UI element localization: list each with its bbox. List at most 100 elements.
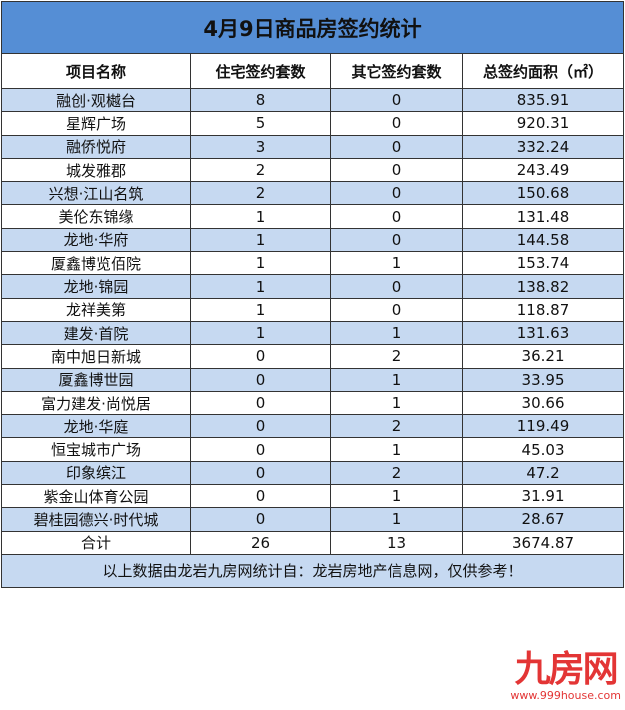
cell-residential-count: 2 — [190, 181, 331, 206]
cell-total-area: 30.66 — [461, 390, 625, 416]
cell-residential-count: 2 — [190, 157, 331, 183]
cell-residential-count: 0 — [190, 484, 331, 509]
table-row: 厦鑫博世园 0 1 33.95 — [1, 367, 625, 392]
cell-project-name: 厦鑫博世园 — [1, 367, 191, 392]
cell-project-name: 富力建发·尚悦居 — [1, 390, 191, 416]
cell-total-area: 153.74 — [461, 251, 625, 276]
cell-total-area: 131.48 — [461, 204, 625, 229]
cell-total-area: 31.91 — [461, 484, 625, 509]
cell-project-name: 南中旭日新城 — [1, 344, 191, 369]
cell-residential-count: 5 — [190, 111, 331, 136]
table-row: 龙地·华庭 0 2 119.49 — [1, 414, 625, 439]
cell-other-count: 1 — [330, 484, 463, 509]
total-residential-count: 26 — [190, 530, 331, 555]
cell-other-count: 0 — [330, 297, 463, 322]
cell-total-area: 243.49 — [461, 157, 625, 183]
cell-project-name: 龙地·华府 — [1, 227, 191, 253]
cell-project-name: 紫金山体育公园 — [1, 484, 191, 509]
cell-project-name: 龙祥美第 — [1, 297, 191, 322]
cell-other-count: 0 — [330, 157, 463, 183]
table-row: 美伦东锦缘 1 0 131.48 — [1, 204, 625, 229]
watermark-logo-text: 九房网 — [514, 649, 619, 690]
table-row: 紫金山体育公园 0 1 31.91 — [1, 484, 625, 509]
header-other-count: 其它签约套数 — [330, 53, 463, 89]
table-row: 龙地·华府 1 0 144.58 — [1, 227, 625, 253]
header-residential-count: 住宅签约套数 — [190, 53, 331, 89]
cell-project-name: 美伦东锦缘 — [1, 204, 191, 229]
cell-other-count: 0 — [330, 227, 463, 253]
table-row: 龙地·锦园 1 0 138.82 — [1, 274, 625, 299]
cell-other-count: 0 — [330, 111, 463, 136]
header-total-area: 总签约面积（㎡） — [461, 53, 625, 89]
cell-total-area: 36.21 — [461, 344, 625, 369]
total-other-count: 13 — [330, 530, 463, 555]
cell-residential-count: 8 — [190, 87, 331, 113]
footer-row: 以上数据由龙岩九房网统计自：龙岩房地产信息网，仅供参考！ — [0, 553, 625, 588]
watermark-url: www.999house.com — [510, 689, 621, 702]
cell-other-count: 1 — [330, 390, 463, 416]
cell-total-area: 332.24 — [461, 134, 625, 159]
table-row: 城发雅郡 2 0 243.49 — [1, 157, 625, 183]
cell-total-area: 118.87 — [461, 297, 625, 322]
cell-other-count: 1 — [330, 437, 463, 462]
cell-project-name: 融侨悦府 — [1, 134, 191, 159]
table-row: 富力建发·尚悦居 0 1 30.66 — [1, 390, 625, 416]
cell-residential-count: 1 — [190, 227, 331, 253]
cell-total-area: 144.58 — [461, 227, 625, 253]
cell-project-name: 恒宝城市广场 — [1, 437, 191, 462]
cell-residential-count: 1 — [190, 274, 331, 299]
cell-project-name: 印象缤江 — [1, 460, 191, 486]
cell-total-area: 920.31 — [461, 111, 625, 136]
cell-residential-count: 0 — [190, 460, 331, 486]
cell-project-name: 龙地·华庭 — [1, 414, 191, 439]
cell-total-area: 119.49 — [461, 414, 625, 439]
cell-other-count: 0 — [330, 134, 463, 159]
header-project-name: 项目名称 — [1, 53, 191, 89]
cell-total-area: 28.67 — [461, 507, 625, 532]
cell-total-area: 131.63 — [461, 320, 625, 346]
footer-note: 以上数据由龙岩九房网统计自：龙岩房地产信息网，仅供参考！ — [0, 553, 625, 588]
table-row: 星辉广场 5 0 920.31 — [1, 111, 625, 136]
cell-residential-count: 1 — [190, 251, 331, 276]
table-row: 融创·观樾台 8 0 835.91 — [1, 87, 625, 113]
cell-other-count: 0 — [330, 181, 463, 206]
cell-total-area: 150.68 — [461, 181, 625, 206]
cell-other-count: 2 — [330, 460, 463, 486]
cell-other-count: 1 — [330, 507, 463, 532]
cell-project-name: 星辉广场 — [1, 111, 191, 136]
total-project-name: 合计 — [1, 530, 191, 555]
cell-residential-count: 0 — [190, 390, 331, 416]
cell-project-name: 兴想·江山名筑 — [1, 181, 191, 206]
cell-residential-count: 0 — [190, 507, 331, 532]
total-total-area: 3674.87 — [461, 530, 625, 555]
cell-residential-count: 1 — [190, 320, 331, 346]
cell-other-count: 1 — [330, 367, 463, 392]
cell-residential-count: 1 — [190, 297, 331, 322]
cell-residential-count: 0 — [190, 414, 331, 439]
table-row: 碧桂园德兴·时代城 0 1 28.67 — [1, 507, 625, 532]
cell-other-count: 0 — [330, 204, 463, 229]
cell-project-name: 建发·首院 — [1, 320, 191, 346]
cell-other-count: 0 — [330, 274, 463, 299]
table-title: 4月9日商品房签约统计 — [0, 1, 625, 54]
cell-project-name: 碧桂园德兴·时代城 — [1, 507, 191, 532]
cell-project-name: 厦鑫博览佰院 — [1, 251, 191, 276]
signing-stats-table: 4月9日商品房签约统计 项目名称 住宅签约套数 其它签约套数 总签约面积（㎡） … — [0, 1, 625, 588]
watermark-logo: 九房网 www.999house.com — [510, 650, 621, 702]
cell-total-area: 138.82 — [461, 274, 625, 299]
cell-other-count: 0 — [330, 87, 463, 113]
table-row: 印象缤江 0 2 47.2 — [1, 460, 625, 486]
table-row: 龙祥美第 1 0 118.87 — [1, 297, 625, 322]
cell-other-count: 1 — [330, 251, 463, 276]
table-row: 恒宝城市广场 0 1 45.03 — [1, 437, 625, 462]
cell-other-count: 2 — [330, 414, 463, 439]
cell-project-name: 城发雅郡 — [1, 157, 191, 183]
cell-project-name: 融创·观樾台 — [1, 87, 191, 113]
table-row: 建发·首院 1 1 131.63 — [1, 320, 625, 346]
cell-residential-count: 0 — [190, 344, 331, 369]
table-row: 南中旭日新城 0 2 36.21 — [1, 344, 625, 369]
cell-total-area: 47.2 — [461, 460, 625, 486]
cell-project-name: 龙地·锦园 — [1, 274, 191, 299]
cell-other-count: 2 — [330, 344, 463, 369]
cell-residential-count: 0 — [190, 437, 331, 462]
